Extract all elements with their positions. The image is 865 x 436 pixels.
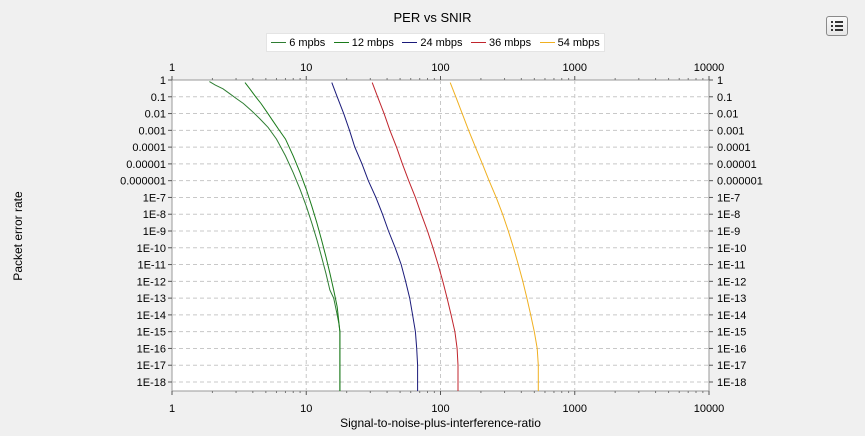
y-tick-label-right: 0.00001 [717,159,757,171]
x-tick-label-top: 1 [169,62,175,74]
y-tick-label-right: 1E-14 [717,310,746,322]
legend-item: 36 mbps [470,36,532,49]
y-tick-label-right: 1E-12 [717,276,746,288]
y-tick-label-left: 1E-17 [137,360,166,372]
y-tick-label-right: 1E-18 [717,377,746,389]
chart-legend: 6 mpbs 12 mbps 24 mbps 36 mbps 54 mbps [266,33,605,52]
legend-swatch [271,42,287,43]
series-line [209,81,341,391]
y-tick-label-left: 1E-9 [143,226,166,238]
y-tick-label-left: 0.01 [145,109,166,121]
chart-title: PER vs SNIR [393,10,472,25]
y-tick-label-right: 1E-15 [717,327,746,339]
series-line [371,82,459,391]
y-tick-label-right: 1E-9 [717,226,740,238]
x-tick-label-top: 10 [300,62,312,74]
x-tick-label-bottom: 100 [431,403,449,415]
y-tick-label-right: 0.000001 [717,176,763,188]
x-axis-label: Signal-to-noise-plus-interference-ratio [340,416,541,430]
legend-label: 54 mbps [557,36,600,49]
y-tick-label-left: 0.000001 [120,176,166,188]
legend-label: 36 mbps [488,36,532,49]
y-tick-label-left: 1E-16 [137,343,166,355]
y-tick-label-left: 1E-13 [137,293,166,305]
y-tick-label-right: 0.01 [717,109,738,121]
y-tick-label-right: 0.001 [717,125,745,137]
y-tick-label-right: 0.0001 [717,142,751,154]
y-tick-label-left: 0.00001 [126,159,166,171]
x-tick-label-top: 100 [431,62,449,74]
legend-label: 24 mbps [420,36,463,49]
legend-item: 24 mbps [402,36,463,49]
y-axis-label: Packet error rate [11,191,25,281]
x-tick-label-bottom: 10000 [694,403,725,415]
x-tick-label-bottom: 1000 [563,403,587,415]
y-tick-label-left: 1E-14 [137,310,166,322]
y-tick-label-right: 1E-13 [717,293,746,305]
y-tick-label-right: 1E-16 [717,343,746,355]
legend-item: 54 mbps [539,36,600,49]
y-tick-label-left: 0.1 [151,92,166,104]
x-tick-label-top: 1000 [563,62,587,74]
series-line [449,82,539,391]
legend-swatch [470,42,486,43]
legend-swatch [402,42,418,43]
series-line [331,82,419,391]
y-tick-label-left: 1E-12 [137,276,166,288]
y-tick-label-right: 1E-11 [717,260,746,272]
legend-item: 6 mpbs [271,37,325,49]
legend-item: 12 mbps [333,36,394,49]
y-tick-label-right: 1E-8 [717,209,740,221]
y-tick-label-right: 1E-17 [717,360,746,372]
x-tick-label-bottom: 10 [300,403,312,415]
legend-swatch [539,42,555,43]
x-tick-label-top: 10000 [694,62,725,74]
y-tick-label-right: 0.1 [717,92,732,104]
y-tick-label-right: 1 [717,75,723,87]
y-tick-label-left: 1E-8 [143,209,166,221]
legend-label: 6 mpbs [289,36,326,49]
legend-swatch [333,42,349,43]
y-tick-label-right: 1E-7 [717,192,740,204]
list-menu-icon [831,21,843,31]
y-tick-label-left: 1E-15 [137,327,166,339]
y-tick-label-left: 1E-10 [137,243,166,255]
y-tick-label-left: 1E-18 [137,377,166,389]
x-tick-label-bottom: 1 [169,403,175,415]
y-tick-label-left: 1E-7 [143,192,166,204]
legend-label: 12 mbps [351,36,394,49]
y-tick-label-left: 0.001 [138,125,166,137]
y-tick-label-left: 0.0001 [132,142,166,154]
series-line [244,82,341,391]
y-tick-label-right: 1E-10 [717,243,746,255]
chart-menu-button[interactable] [826,16,848,36]
y-tick-label-left: 1 [160,75,166,87]
y-tick-label-left: 1E-11 [137,260,166,272]
